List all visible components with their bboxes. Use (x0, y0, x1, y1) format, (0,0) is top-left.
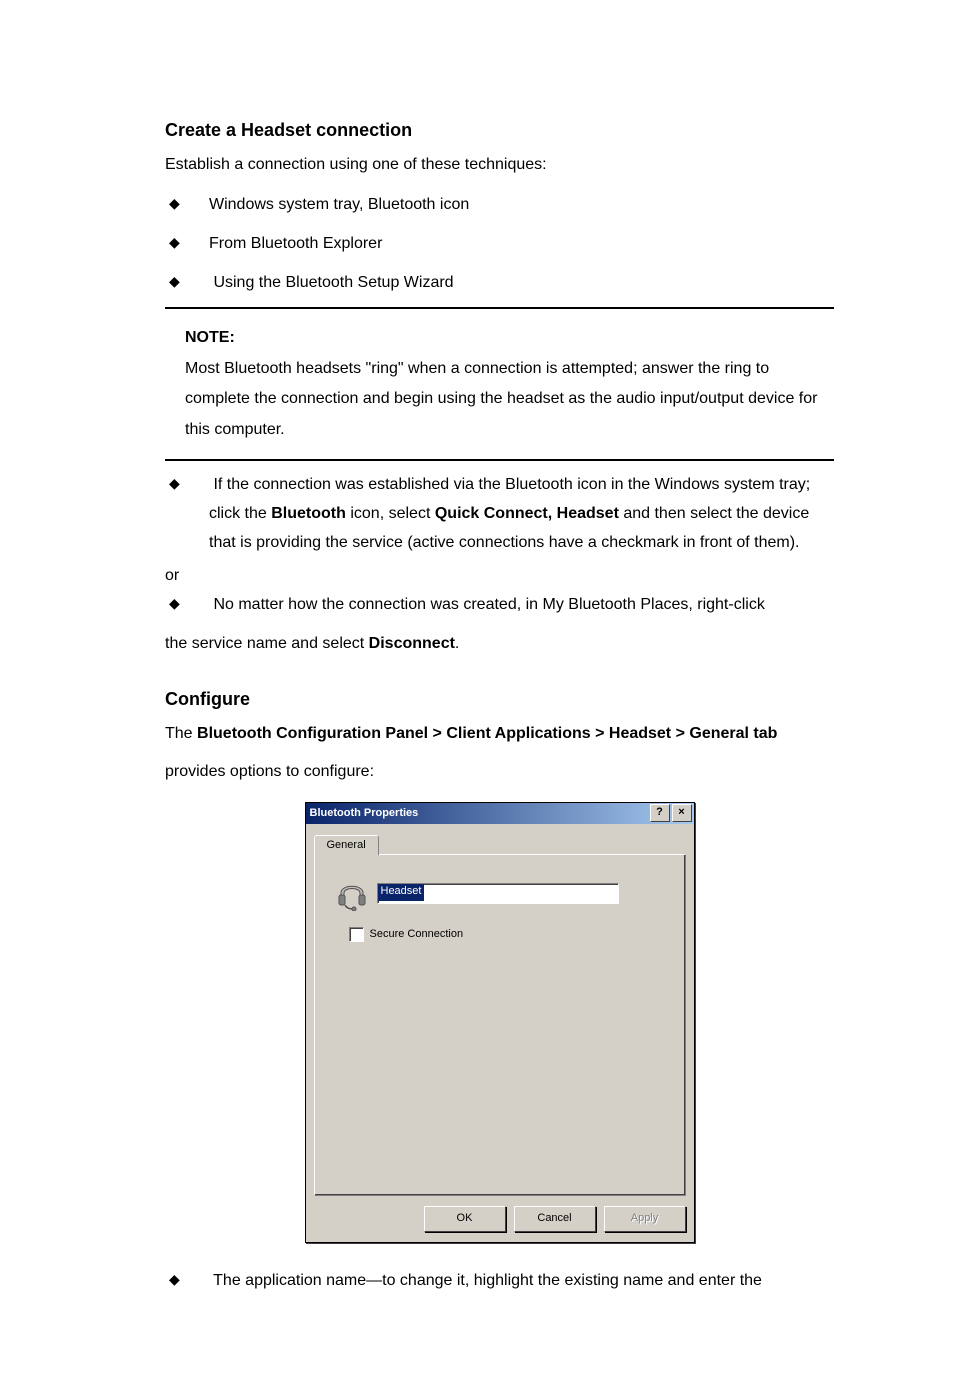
cancel-button[interactable]: Cancel (514, 1206, 596, 1232)
disconnect-list-2: 󠀠 No matter how the connection was creat… (165, 591, 834, 620)
note-box: NOTE: Most Bluetooth headsets "ring" whe… (165, 307, 834, 461)
headset-icon (335, 877, 369, 911)
dialog-titlebar[interactable]: Bluetooth Properties ? × (306, 803, 694, 824)
secure-connection-label: Secure Connection (370, 928, 464, 940)
tab-panel-general: Headset Secure Connection (314, 854, 686, 1196)
dialog-button-row: OK Cancel Apply (314, 1206, 686, 1232)
or-separator: or (165, 567, 834, 585)
techniques-list: Windows system tray, Bluetooth icon From… (165, 191, 834, 297)
tab-general[interactable]: General (314, 835, 379, 855)
list-item: From Bluetooth Explorer (165, 230, 834, 259)
list-item: 󠀠 If the connection was established via … (165, 471, 834, 557)
text-fragment: icon, select (346, 505, 435, 522)
application-name-input[interactable]: Headset (377, 883, 619, 904)
dialog-body: General Headset S (306, 824, 694, 1242)
bluetooth-properties-dialog: Bluetooth Properties ? × General (305, 802, 695, 1243)
configure-line2: provides options to configure: (165, 760, 834, 784)
disconnect-list: 󠀠 If the connection was established via … (165, 471, 834, 557)
trailing-list: 󠀠 The application name—to change it, hig… (165, 1267, 834, 1296)
ok-button[interactable]: OK (424, 1206, 506, 1232)
configure-line1: The Bluetooth Configuration Panel > Clie… (165, 722, 834, 746)
help-button[interactable]: ? (650, 804, 670, 822)
list-item: Windows system tray, Bluetooth icon (165, 191, 834, 220)
list-item-continuation: the service name and select Disconnect. (165, 630, 834, 659)
document-page: Create a Headset connection Establish a … (0, 0, 954, 1386)
secure-connection-row[interactable]: Secure Connection (349, 927, 671, 942)
list-item: 󠀠 The application name—to change it, hig… (165, 1267, 834, 1296)
heading-create-connection: Create a Headset connection (165, 120, 834, 141)
text-fragment: . (455, 635, 459, 652)
dialog-title: Bluetooth Properties (310, 807, 648, 819)
secure-connection-checkbox[interactable] (349, 927, 364, 942)
text-fragment: the service name and select (165, 635, 369, 652)
apply-button[interactable]: Apply (604, 1206, 686, 1232)
bold-bluetooth: Bluetooth (271, 505, 346, 522)
bold-quick-connect: Quick Connect, Headset (435, 505, 619, 522)
list-item: 󠀠 No matter how the connection was creat… (165, 591, 834, 620)
list-item: 󠀠 Using the Bluetooth Setup Wizard (165, 269, 834, 298)
text-fragment: The (165, 725, 197, 742)
intro-text: Establish a connection using one of thes… (165, 153, 834, 177)
bold-config-path: Bluetooth Configuration Panel > Client A… (197, 725, 777, 742)
name-value-selected: Headset (378, 884, 425, 901)
name-row: Headset (335, 877, 671, 911)
tab-row: General (314, 832, 686, 854)
heading-configure: Configure (165, 689, 834, 710)
bold-disconnect: Disconnect (369, 635, 455, 652)
note-text: Most Bluetooth headsets "ring" when a co… (185, 354, 826, 445)
note-label: NOTE: (185, 323, 826, 353)
close-button[interactable]: × (672, 804, 692, 822)
